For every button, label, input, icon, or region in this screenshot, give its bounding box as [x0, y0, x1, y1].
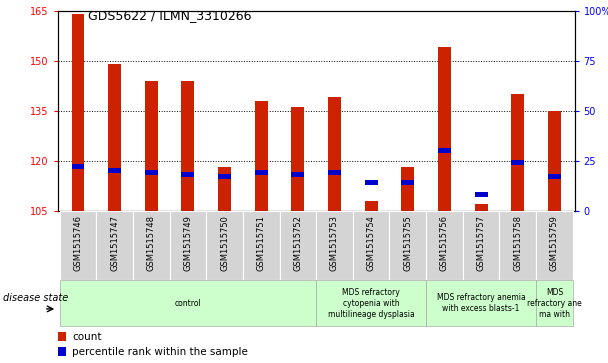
Text: GDS5622 / ILMN_3310266: GDS5622 / ILMN_3310266 [88, 9, 252, 22]
Bar [438, 148, 451, 153]
Bar [72, 164, 85, 169]
Bar [390, 211, 426, 280]
Text: GSM1515754: GSM1515754 [367, 215, 376, 270]
Bar [181, 172, 195, 177]
Text: GSM1515759: GSM1515759 [550, 215, 559, 270]
Text: MDS refractory
cytopenia with
multilineage dysplasia: MDS refractory cytopenia with multilinea… [328, 287, 415, 319]
Text: disease state: disease state [3, 293, 68, 303]
Bar [475, 192, 488, 197]
Bar [328, 97, 341, 211]
Bar [218, 167, 231, 211]
Bar [536, 211, 573, 280]
Bar [365, 180, 378, 185]
Bar [438, 48, 451, 211]
Bar [475, 204, 488, 211]
Bar [145, 170, 157, 175]
Bar [365, 200, 378, 211]
Bar [548, 174, 561, 179]
Text: GSM1515751: GSM1515751 [257, 215, 266, 270]
Bar [255, 170, 268, 175]
Text: GSM1515755: GSM1515755 [403, 215, 412, 270]
Bar [255, 101, 268, 211]
Text: GSM1515757: GSM1515757 [477, 215, 486, 271]
Bar [463, 211, 499, 280]
Bar [316, 211, 353, 280]
Text: control: control [174, 299, 201, 307]
Bar [108, 64, 121, 211]
Bar [58, 332, 66, 341]
Text: GSM1515747: GSM1515747 [110, 215, 119, 271]
Text: GSM1515752: GSM1515752 [293, 215, 302, 270]
Text: GSM1515749: GSM1515749 [184, 215, 192, 270]
Text: GSM1515750: GSM1515750 [220, 215, 229, 270]
Text: GSM1515746: GSM1515746 [74, 215, 83, 271]
Text: GSM1515748: GSM1515748 [147, 215, 156, 271]
Bar [511, 160, 524, 165]
Text: MDS refractory anemia
with excess blasts-1: MDS refractory anemia with excess blasts… [437, 293, 525, 313]
Bar [353, 211, 390, 280]
Bar [96, 211, 133, 280]
Bar [401, 180, 414, 185]
Text: count: count [72, 331, 102, 342]
Bar [72, 14, 85, 211]
Bar [426, 211, 463, 280]
Bar [401, 167, 414, 211]
Bar [536, 281, 573, 326]
Text: MDS
refractory ane
ma with: MDS refractory ane ma with [527, 287, 582, 319]
Bar [243, 211, 280, 280]
Bar [60, 211, 96, 280]
Bar [426, 281, 536, 326]
Text: GSM1515756: GSM1515756 [440, 215, 449, 271]
Bar [58, 347, 66, 356]
Text: GSM1515753: GSM1515753 [330, 215, 339, 271]
Bar [328, 170, 341, 175]
Bar [291, 107, 304, 211]
Bar [218, 174, 231, 179]
Bar [206, 211, 243, 280]
Bar [280, 211, 316, 280]
Bar [511, 94, 524, 211]
Bar [548, 111, 561, 211]
Bar [60, 281, 316, 326]
Bar [499, 211, 536, 280]
Bar [170, 211, 206, 280]
Bar [291, 172, 304, 177]
Bar [108, 168, 121, 173]
Text: percentile rank within the sample: percentile rank within the sample [72, 347, 248, 357]
Bar [316, 281, 426, 326]
Text: GSM1515758: GSM1515758 [513, 215, 522, 271]
Bar [133, 211, 170, 280]
Bar [181, 81, 195, 211]
Bar [145, 81, 157, 211]
